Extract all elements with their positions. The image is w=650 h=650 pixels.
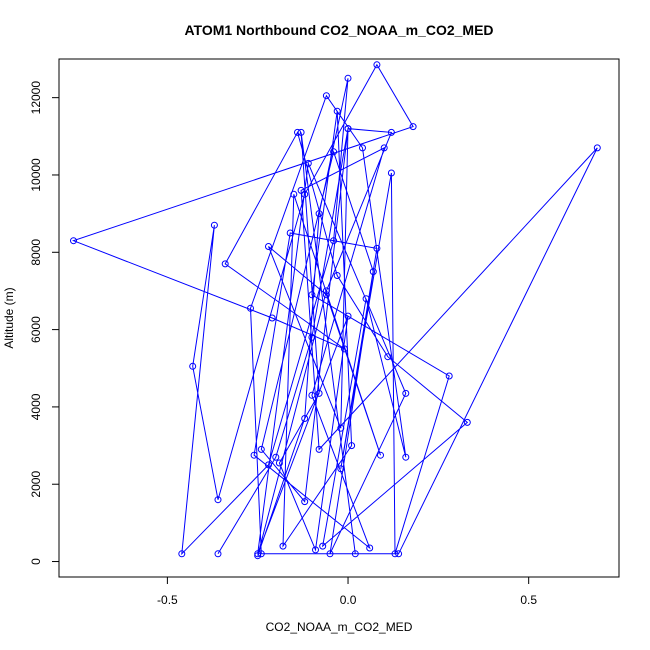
y-tick-label: 12000 [29,81,43,115]
data-point [279,542,287,550]
data-point [247,304,254,312]
data-point [326,550,334,558]
x-axis-label: CO2_NOAA_m_CO2_MED [266,620,413,634]
data-point [189,362,197,370]
data-point [340,345,348,353]
data-point [319,542,327,550]
chart-title: ATOM1 Northbound CO2_NOAA_m_CO2_MED [184,22,493,38]
data-point [275,459,283,467]
data-point [297,186,305,194]
data-point [268,314,276,322]
data-point [463,418,471,426]
data-point [254,550,262,558]
data-point [344,312,352,320]
data-point [337,465,345,473]
y-tick-label: 8000 [29,239,43,266]
data-point [286,229,294,237]
data-point [445,372,453,380]
data-point [214,496,222,504]
series-layer [70,61,601,560]
data-point [395,550,403,558]
data-point [369,268,377,276]
data-point [254,552,262,560]
y-tick-label: 2000 [29,471,43,498]
data-point [333,272,341,279]
data-point [344,74,352,82]
y-axis: 0 2000 4000 6000 8000 10000 12000 [29,81,60,565]
series-line [72,63,598,556]
data-point [391,550,399,558]
x-tick-label: 0.0 [340,593,357,607]
data-point [380,144,388,152]
data-point [265,461,272,469]
data-point [257,550,265,558]
data-point [301,498,309,506]
data-point [315,445,323,453]
data-point [322,287,330,295]
data-point [178,550,186,558]
data-point [344,125,352,133]
data-point [402,389,410,397]
data-point [330,237,338,245]
data-point [304,159,312,167]
data-point [402,453,410,461]
data-point [214,550,222,558]
data-point [308,391,316,399]
data-point [308,333,316,341]
data-point [348,442,356,450]
y-tick-label: 6000 [29,316,43,343]
data-point [384,353,392,361]
y-tick-label: 0 [29,558,43,565]
x-tick-label: -0.5 [157,593,178,607]
x-tick-label: 0.5 [520,593,537,607]
data-point [210,221,218,229]
data-point [409,123,417,131]
data-point [351,550,359,558]
x-axis: -0.5 0.0 0.5 [157,576,537,607]
data-point [387,128,395,136]
data-point [322,92,330,100]
data-point [301,190,309,198]
data-point [362,295,370,303]
y-tick-label: 4000 [29,393,43,420]
data-point [308,291,316,299]
data-point [290,190,298,198]
data-point [250,451,258,459]
data-point [70,237,77,245]
data-point [294,128,301,136]
data-point [272,453,280,461]
data-point [387,169,395,177]
data-point [297,128,305,136]
data-point [315,389,323,397]
data-point [359,144,366,152]
data-point [257,445,265,453]
plot-frame [58,58,620,578]
data-point [373,61,381,69]
y-axis-label: Altitude (m) [2,287,16,348]
data-point [322,291,330,299]
data-point [315,210,323,218]
data-point [377,451,384,459]
data-point [312,546,319,554]
data-point [373,244,381,252]
data-point [593,144,601,152]
data-point [265,243,272,250]
data-point [330,148,338,156]
y-tick-label: 10000 [29,158,43,192]
data-point [301,415,309,422]
data-point [366,544,374,552]
data-point [221,260,229,268]
data-point [337,424,345,432]
data-point [333,107,341,115]
